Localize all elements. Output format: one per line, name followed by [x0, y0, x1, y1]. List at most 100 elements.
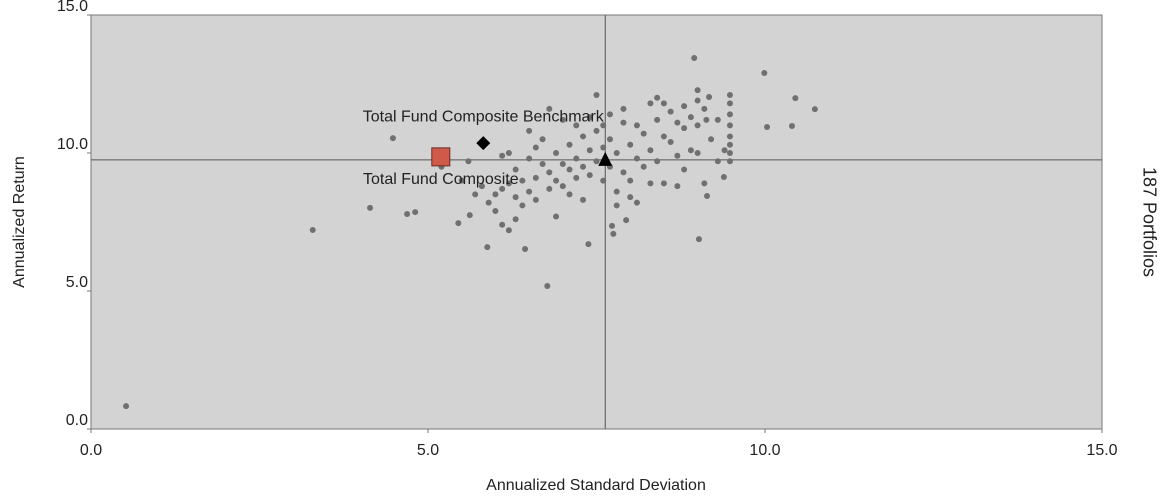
portfolio-point: [580, 163, 587, 170]
portfolio-point: [566, 166, 573, 173]
portfolio-point: [640, 163, 647, 170]
portfolio-point: [412, 209, 419, 216]
portfolio-point: [687, 114, 694, 121]
portfolio-point: [681, 125, 688, 132]
portfolio-point: [627, 141, 634, 148]
median-marker: [598, 151, 613, 166]
portfolio-point: [714, 158, 721, 165]
portfolio-point: [764, 124, 771, 131]
portfolio-point: [593, 158, 600, 165]
portfolio-point: [613, 150, 620, 156]
portfolio-point: [681, 166, 688, 173]
portfolio-point: [546, 105, 553, 112]
portfolio-point: [593, 92, 600, 99]
portfolio-point: [633, 199, 640, 206]
portfolio-point: [492, 207, 499, 214]
portfolio-point: [695, 236, 702, 243]
portfolio-point: [660, 100, 667, 107]
portfolio-point: [526, 155, 533, 162]
portfolio-point: [600, 122, 607, 129]
portfolio-point: [553, 213, 560, 220]
portfolio-point: [687, 147, 694, 154]
portfolio-point: [512, 194, 519, 201]
portfolio-point: [580, 133, 587, 140]
portfolio-point: [466, 212, 473, 219]
portfolio-point: [367, 204, 374, 211]
portfolio-point: [694, 97, 701, 104]
portfolio-point: [526, 127, 533, 134]
portfolio-point: [610, 230, 617, 237]
portfolio-point: [539, 136, 546, 143]
portfolio-point: [620, 169, 627, 176]
x-tick-label: 0.0: [80, 442, 102, 459]
portfolio-point: [674, 152, 681, 159]
portfolio-point: [573, 174, 580, 181]
portfolio-point: [706, 93, 713, 100]
y-tick-label: 5.0: [66, 274, 88, 291]
portfolio-point: [633, 122, 640, 129]
portfolio-point: [522, 246, 529, 253]
portfolio-point: [609, 222, 616, 229]
y-axis-label: Annualized Return: [11, 156, 28, 288]
portfolio-point: [654, 116, 661, 123]
portfolio-point: [600, 144, 607, 151]
portfolio-point: [726, 133, 733, 140]
portfolio-point: [633, 155, 640, 162]
y-tick-label: 0.0: [66, 412, 88, 429]
portfolio-point: [519, 177, 526, 184]
portfolio-point: [586, 172, 593, 179]
portfolio-point: [546, 185, 553, 192]
portfolio-point: [811, 106, 818, 113]
portfolio-point: [532, 144, 539, 151]
x-axis-label: Annualized Standard Deviation: [486, 477, 706, 494]
portfolio-point: [667, 138, 674, 145]
portfolio-point: [647, 100, 654, 107]
portfolio-point: [458, 177, 465, 184]
x-tick-label: 5.0: [417, 442, 439, 459]
portfolio-point: [600, 177, 607, 184]
portfolio-point: [455, 220, 462, 227]
portfolio-point: [660, 133, 667, 140]
portfolio-point: [674, 183, 681, 190]
portfolio-point: [499, 185, 506, 192]
portfolio-point: [566, 191, 573, 198]
portfolio-point: [553, 177, 560, 184]
portfolio-point: [566, 141, 573, 148]
portfolio-point: [691, 55, 698, 62]
portfolio-point: [573, 155, 580, 162]
portfolio-point: [478, 183, 485, 190]
portfolio-point: [505, 227, 512, 234]
portfolio-point: [123, 403, 130, 410]
portfolio-point: [726, 100, 733, 107]
portfolio-point: [701, 180, 708, 187]
portfolio-point: [505, 180, 512, 187]
portfolio-point: [492, 191, 499, 198]
portfolio-point: [792, 95, 799, 102]
portfolio-point: [580, 196, 587, 203]
portfolio-point: [703, 116, 710, 123]
portfolio-point: [606, 111, 613, 118]
portfolio-point: [640, 130, 647, 137]
portfolio-point: [667, 108, 674, 115]
portfolio-point: [701, 105, 708, 112]
portfolio-point: [544, 283, 551, 290]
portfolio-point: [472, 191, 479, 198]
x-tick-label: 15.0: [1086, 442, 1117, 459]
portfolio-point: [553, 150, 560, 156]
portfolio-point: [694, 122, 701, 129]
portfolio-point: [674, 119, 681, 126]
portfolio-point: [726, 150, 733, 156]
portfolio-point: [726, 122, 733, 129]
portfolio-point: [532, 174, 539, 181]
portfolio-point: [654, 94, 661, 101]
composite-marker: [431, 147, 451, 167]
portfolio-point: [694, 150, 701, 156]
point-label: Total Fund Composite: [363, 171, 519, 188]
portfolio-point: [573, 122, 580, 129]
portfolio-point: [586, 147, 593, 154]
portfolio-point: [559, 116, 566, 123]
portfolio-point: [720, 174, 727, 181]
portfolio-point: [484, 244, 491, 251]
portfolio-point: [309, 227, 316, 234]
